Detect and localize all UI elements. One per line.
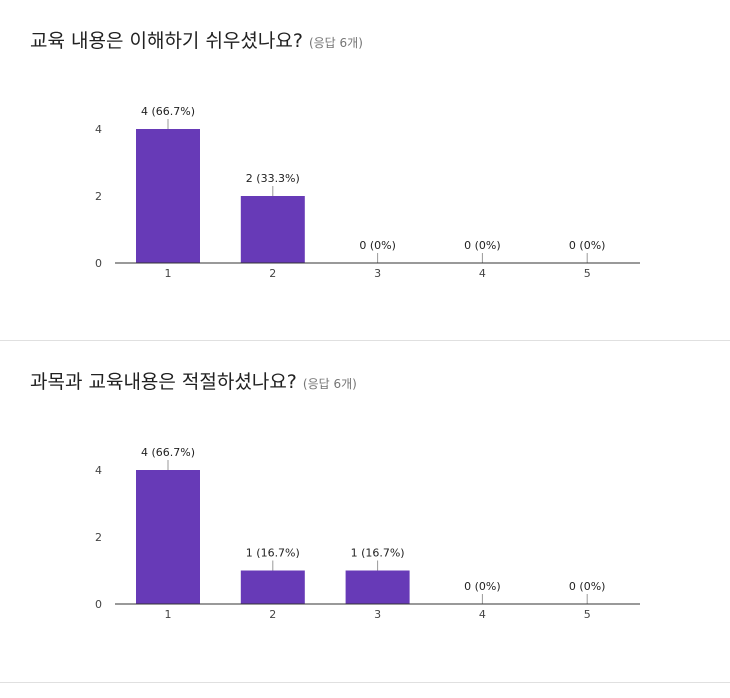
question-title: 교육 내용은 이해하기 쉬우셨나요? <box>30 30 303 52</box>
bar <box>345 570 410 604</box>
bar-value-label: 4 (66.7%) <box>141 446 195 459</box>
y-tick-label: 0 <box>95 598 102 611</box>
question-card-1: 교육 내용은 이해하기 쉬우셨나요? (응답 6개) 0 2 4 4 (66.7%) 1 2… <box>0 0 730 341</box>
response-count: (응답 6개) <box>302 377 357 391</box>
x-tick-label: 5 <box>584 267 591 280</box>
x-tick-label: 3 <box>374 608 381 621</box>
bar-chart: 0 2 4 4 (66.7%) 1 2 (33.3%) 2 0 (0%) 3 0 (0%) 4 0 (… <box>95 105 640 280</box>
y-tick-label: 0 <box>95 257 102 270</box>
x-tick-label: 4 <box>479 267 486 280</box>
x-tick-label: 4 <box>479 608 486 621</box>
y-tick-label: 4 <box>95 123 102 136</box>
x-tick-label: 1 <box>165 608 172 621</box>
y-tick-label: 2 <box>95 190 102 203</box>
bar-value-label: 4 (66.7%) <box>141 105 195 118</box>
x-tick-label: 2 <box>269 608 276 621</box>
x-tick-label: 1 <box>165 267 172 280</box>
bar <box>136 129 200 263</box>
bar-value-label: 0 (0%) <box>569 239 606 252</box>
x-tick-label: 5 <box>584 608 591 621</box>
bar-value-label: 1 (16.7%) <box>351 547 405 560</box>
bar-value-label: 0 (0%) <box>464 239 501 252</box>
bar-value-label: 2 (33.3%) <box>246 172 300 185</box>
bar-value-label: 0 (0%) <box>464 580 501 593</box>
bar <box>240 196 305 263</box>
bar <box>136 470 200 604</box>
bar-value-label: 0 (0%) <box>359 239 396 252</box>
x-tick-label: 3 <box>374 267 381 280</box>
y-tick-label: 4 <box>95 464 102 477</box>
bar <box>240 570 305 604</box>
response-count: (응답 6개) <box>308 36 363 50</box>
question-header: 과목과 교육내용은 적절하셨나요? (응답 6개) <box>30 367 357 394</box>
bar-value-label: 1 (16.7%) <box>246 547 300 560</box>
bar-chart: 0 2 4 4 (66.7%) 1 1 (16.7%) 2 1 (16.7%) 3 0 (0%) 4… <box>95 446 640 621</box>
y-tick-label: 2 <box>95 531 102 544</box>
bar-value-label: 0 (0%) <box>569 580 606 593</box>
question-card-2: 과목과 교육내용은 적절하셨나요? (응답 6개) 0 2 4 4 (66.7%) 1 1 … <box>0 341 730 683</box>
x-tick-label: 2 <box>269 267 276 280</box>
question-header: 교육 내용은 이해하기 쉬우셨나요? (응답 6개) <box>30 26 363 53</box>
question-title: 과목과 교육내용은 적절하셨나요? <box>30 371 297 393</box>
